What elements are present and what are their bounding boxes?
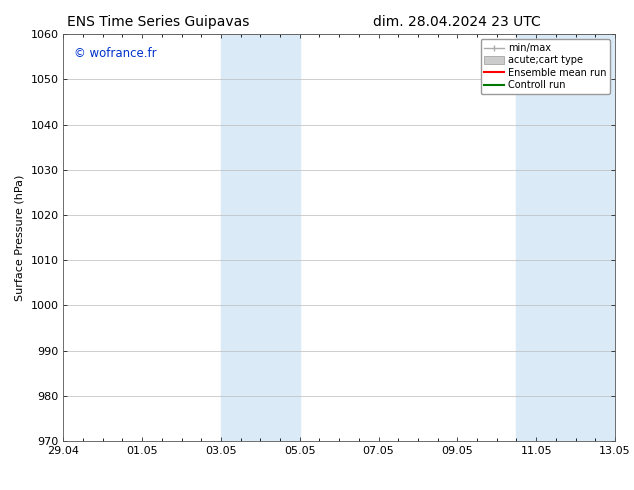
Legend: min/max, acute;cart type, Ensemble mean run, Controll run: min/max, acute;cart type, Ensemble mean … — [481, 39, 610, 94]
Y-axis label: Surface Pressure (hPa): Surface Pressure (hPa) — [15, 174, 25, 301]
Text: ENS Time Series Guipavas: ENS Time Series Guipavas — [67, 15, 250, 29]
Bar — [517, 34, 615, 441]
Bar — [221, 34, 300, 441]
Text: dim. 28.04.2024 23 UTC: dim. 28.04.2024 23 UTC — [373, 15, 540, 29]
Text: © wofrance.fr: © wofrance.fr — [74, 47, 157, 59]
